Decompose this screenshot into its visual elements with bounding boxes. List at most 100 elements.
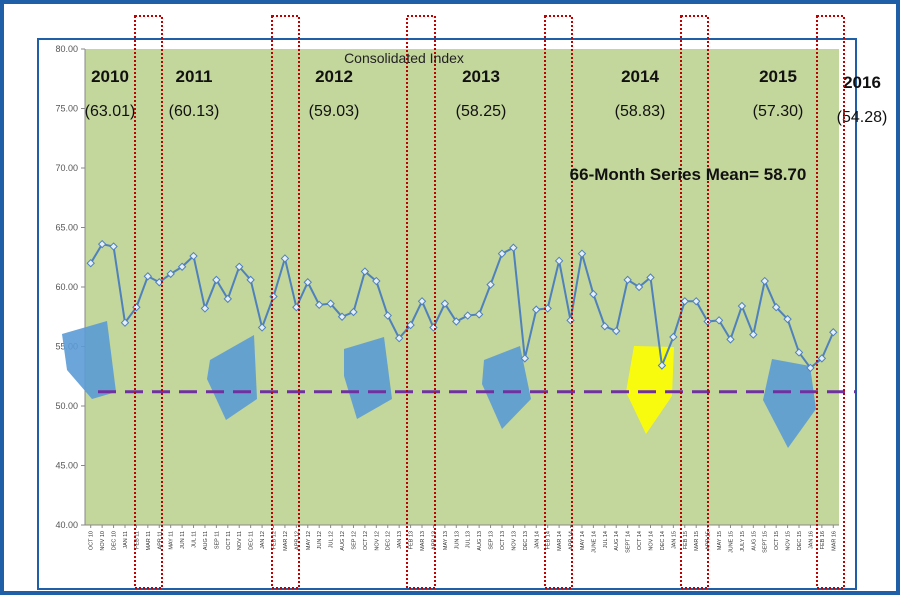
series-point: [806, 363, 815, 373]
x-tick-label: MAY 14: [580, 531, 586, 550]
series-point: [612, 326, 621, 336]
x-tick-label: JUL 13: [466, 531, 472, 548]
series-point: [257, 323, 267, 332]
x-tick-label: MAR 14: [557, 531, 563, 551]
year-label: 2010: [91, 67, 129, 86]
series-point: [143, 272, 153, 281]
series-point: [280, 254, 290, 263]
x-tick-label: DEC 11: [249, 531, 255, 550]
year-average-label: (54.28): [837, 109, 888, 126]
x-tick-label: JUNE 15: [728, 531, 734, 553]
x-tick-label: APR 14: [569, 531, 575, 550]
series-point: [349, 307, 358, 317]
series-point: [497, 249, 507, 258]
series-point: [577, 249, 587, 258]
x-tick-label: OCT 15: [774, 531, 780, 550]
year-label: 2016: [843, 73, 881, 92]
x-tick-label: JUL 11: [192, 531, 198, 548]
trend-arrow: [207, 335, 257, 420]
x-tick-label: MAR 15: [694, 531, 700, 551]
series-point: [634, 282, 644, 292]
trend-arrow: [482, 346, 531, 429]
year-boundary-box: [816, 15, 845, 589]
series-point: [452, 317, 461, 326]
x-tick-label: FEB 15: [683, 531, 689, 549]
x-tick-label: DEC 15: [797, 531, 803, 550]
x-tick-label: MAR 12: [283, 531, 289, 551]
x-axis: OCT 10 NOV 10 DEC 10 JAN 11 FEB 11 MAR 11 APR …: [85, 524, 839, 553]
x-tick-label: JUN 11: [180, 531, 186, 549]
series-point: [794, 348, 804, 357]
series-point: [520, 354, 530, 363]
trend-arrows: [62, 321, 816, 448]
series-point: [200, 304, 210, 313]
series-point: [314, 300, 324, 310]
series-point: [726, 335, 735, 344]
series-point: [543, 304, 552, 313]
x-tick-label: JULY 15: [740, 531, 746, 552]
x-tick-label: MAY 15: [717, 531, 723, 550]
series-point: [760, 276, 769, 286]
x-tick-label: JAN 13: [397, 531, 403, 549]
x-tick-label: FEB 11: [134, 531, 140, 549]
chart-border: [37, 38, 857, 590]
series-point: [372, 276, 381, 286]
series-point: [554, 256, 564, 266]
x-tick-label: JAN 14: [534, 531, 540, 549]
series-point: [532, 305, 541, 314]
series-point: [246, 275, 255, 285]
series-point: [817, 354, 827, 363]
x-tick-label: MAR 13: [420, 531, 426, 551]
x-tick-label: OCT 11: [226, 531, 232, 550]
x-tick-label: NOV 10: [100, 531, 106, 551]
year-label: 2012: [315, 67, 353, 86]
y-tick-label: 65.00: [55, 223, 78, 233]
x-tick-label: NOV 11: [237, 531, 243, 550]
series-point: [486, 280, 495, 289]
series-point: [691, 297, 701, 306]
year-average-label: (60.13): [169, 103, 220, 120]
y-tick-label: 60.00: [55, 282, 78, 292]
series-point: [714, 316, 724, 325]
x-tick-label: JUL 12: [329, 531, 335, 548]
year-label: 2011: [176, 67, 213, 86]
series-point: [474, 310, 484, 319]
series-point: [417, 297, 427, 306]
y-tick-label: 75.00: [55, 104, 78, 114]
x-tick-label: FEB 13: [409, 531, 415, 549]
series-point: [97, 239, 107, 249]
x-tick-label: AUG 15: [751, 531, 757, 551]
series-point: [463, 311, 472, 320]
year-boundary-boxes: [134, 15, 845, 589]
year-label: 2013: [462, 67, 500, 86]
year-boundary-box: [271, 15, 300, 589]
x-tick-label: JAN 11: [123, 531, 129, 549]
x-tick-label: FEB 14: [546, 531, 552, 549]
x-tick-label: SEP 12: [351, 531, 357, 550]
year-boundary-box: [134, 15, 163, 589]
x-tick-label: SEP 11: [214, 531, 220, 549]
series-point: [120, 318, 130, 327]
x-tick-label: OCT 14: [637, 531, 643, 550]
series-point: [406, 320, 415, 330]
x-tick-label: OCT 10: [89, 531, 95, 550]
x-tick-label: DEC 10: [112, 531, 118, 550]
x-tick-label: APR 15: [706, 531, 712, 550]
x-tick-label: NOV 14: [649, 531, 655, 551]
series-point: [269, 292, 278, 301]
series-point: [771, 303, 781, 312]
x-tick-label: MAY 11: [169, 531, 175, 550]
series-point: [337, 312, 347, 321]
x-tick-label: OCT 13: [500, 531, 506, 550]
x-tick-label: AUG 14: [614, 531, 620, 551]
line-chart: 40.0045.0050.0055.0060.0065.0070.0075.00…: [37, 15, 888, 590]
x-tick-label: JUNE 14: [591, 531, 597, 553]
year-average-label: (63.01): [85, 103, 136, 120]
x-tick-label: SEPT 14: [626, 531, 632, 553]
x-tick-label: FEB 16: [820, 531, 826, 549]
series-point: [166, 269, 175, 279]
year-labels: 2010 (63.01) 2011 (60.13) 2012 (59.03) 2013 (58…: [85, 67, 888, 126]
x-tick-label: JAN 12: [260, 531, 266, 549]
y-tick-label: 70.00: [55, 163, 78, 173]
year-average-label: (59.03): [309, 103, 360, 120]
